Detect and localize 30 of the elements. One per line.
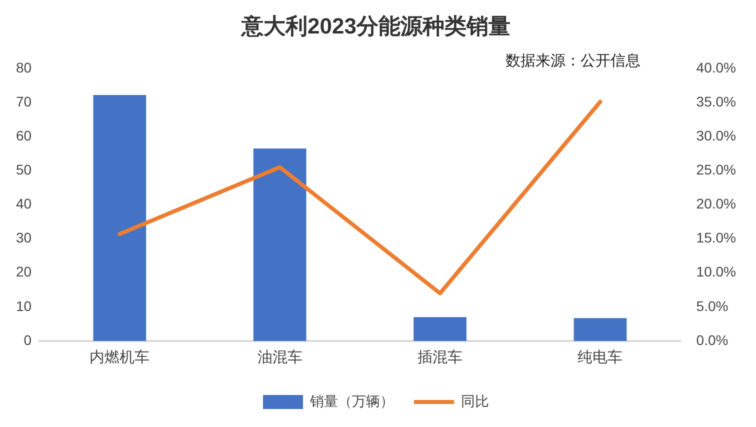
y-tick-label: 80 [16,59,32,76]
x-tick-label: 内燃机车 [90,349,150,366]
x-tick-label: 油混车 [257,349,302,366]
chart-title: 意大利2023分能源种类销量 [240,13,510,38]
y2-tick-label: 15.0% [696,230,736,246]
y2-tick-label: 5.0% [696,298,728,314]
y-tick-label: 20 [16,264,32,280]
annotation: 数据来源：公开信息 [505,52,640,70]
y-tick-label: 60 [16,127,32,144]
bar [574,318,627,341]
y2-tick-label: 20.0% [696,196,736,212]
y2-tick-label: 25.0% [696,161,736,178]
y-tick-label: 50 [16,161,32,178]
bar [414,317,466,341]
legend-label: 同比 [461,392,489,409]
y2-tick-label: 0.0% [696,332,728,348]
y-tick-label: 30 [16,230,32,246]
y2-tick-label: 30.0% [696,127,736,144]
x-tick-label: 纯电车 [578,349,623,366]
y2-tick-label: 10.0% [696,264,736,280]
y2-tick-label: 35.0% [696,93,736,110]
x-tick-label: 插混车 [418,349,463,366]
bar [93,94,146,341]
y-tick-label: 40 [16,196,32,212]
y-tick-label: 0 [24,332,32,348]
y2-tick-label: 40.0% [696,59,736,76]
y-tick-label: 70 [16,93,32,110]
bar [253,148,306,341]
legend-label: 销量（万辆） [309,392,394,409]
y-tick-label: 10 [16,298,32,314]
